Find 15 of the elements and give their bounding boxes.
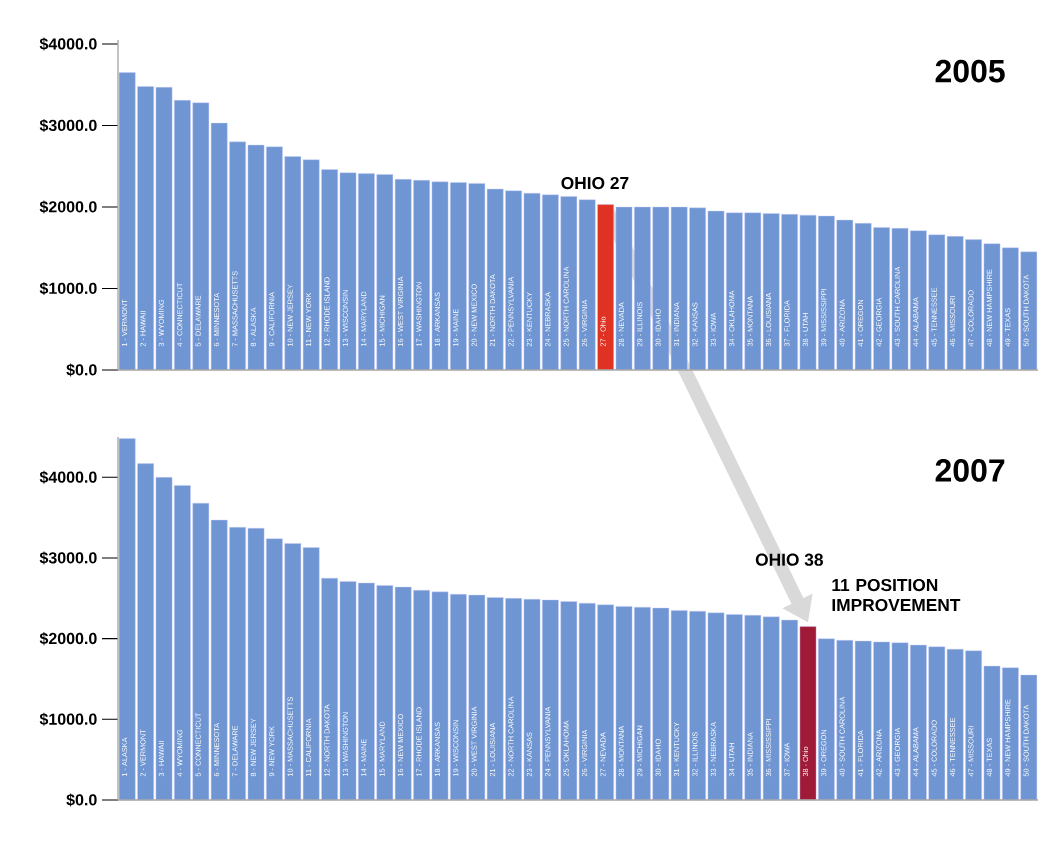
y-tick-label: $1000.0 — [39, 712, 97, 726]
annotation: 11 POSITION IMPROVEMENT — [832, 578, 961, 612]
y-tick-label: $3000.0 — [39, 119, 97, 133]
y-tick-label: $2000.0 — [39, 632, 97, 646]
chart-title: 2005 — [935, 59, 1005, 83]
y-tick-label: $4000.0 — [39, 470, 97, 484]
y-tick-label: $3000.0 — [39, 551, 97, 565]
y-tick-label: $2000.0 — [39, 200, 97, 214]
text: 2007 — [935, 459, 1005, 482]
y-tick-label: $4000.0 — [39, 37, 97, 51]
y-tick-label: $0.0 — [66, 793, 97, 807]
y-tick-label: $0.0 — [66, 363, 97, 377]
annotation: OHIO 27 — [561, 176, 629, 190]
annotation: OHIO 38 — [755, 553, 823, 566]
y-tick-label: $1000.0 — [39, 281, 97, 296]
